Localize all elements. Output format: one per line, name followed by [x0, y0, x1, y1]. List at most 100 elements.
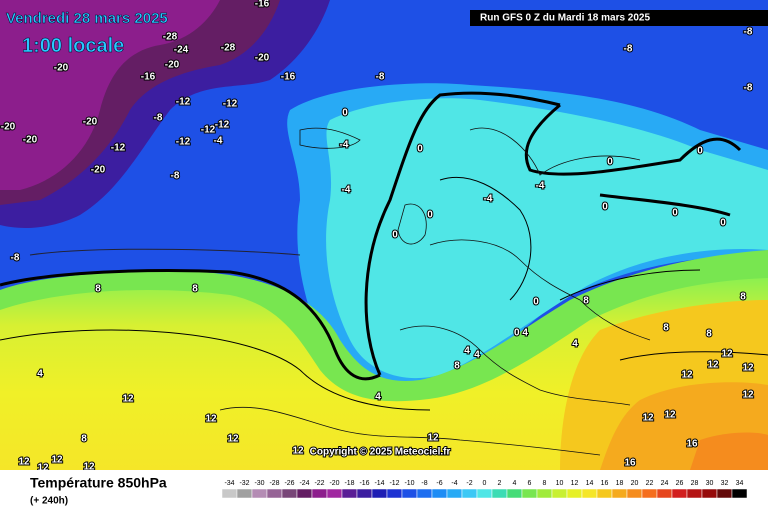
legend-swatch [446, 488, 463, 499]
legend-swatch [401, 488, 418, 499]
contour-label: -28 [163, 32, 178, 43]
coastlines [219, 127, 651, 456]
legend-tick-label: 24 [661, 480, 669, 487]
contour-label: 8 [454, 361, 460, 372]
contour-label: 4 [375, 392, 381, 403]
legend-swatch [266, 488, 283, 499]
legend-tick-label: -24 [299, 480, 309, 487]
legend-swatch [506, 488, 523, 499]
legend-tick-label: 34 [736, 480, 744, 487]
legend-swatch [416, 488, 433, 499]
legend-swatch [476, 488, 493, 499]
contour-label: -12 [111, 143, 126, 154]
contour-label: 12 [227, 434, 239, 445]
contour-label: 0 [533, 297, 539, 308]
contour-label: -20 [23, 135, 38, 146]
map-field [0, 0, 768, 470]
contour-label: -8 [624, 44, 633, 55]
contour-label: 8 [81, 434, 87, 445]
contour-label: -8 [11, 253, 20, 264]
contour-label: 12 [51, 455, 63, 466]
legend-swatch [611, 488, 628, 499]
contour-label: -20 [165, 60, 180, 71]
contour-label: 0 [720, 218, 726, 229]
contour-label: -8 [744, 27, 753, 38]
legend-tick-label: -16 [359, 480, 369, 487]
legend-tick-label: 30 [706, 480, 714, 487]
legend-tick-label: -22 [314, 480, 324, 487]
contour-label: 12 [122, 394, 134, 405]
copyright: Copyright © 2025 Meteociel.fr [310, 447, 451, 458]
legend-tick-label: 2 [498, 480, 502, 487]
contours [0, 91, 768, 411]
legend-tick-label: 12 [571, 480, 579, 487]
contour-label: 0 [342, 108, 348, 119]
contour-label: 0 [607, 157, 613, 168]
contour-label: 0 [672, 208, 678, 219]
legend-tick-label: 22 [646, 480, 654, 487]
legend-tick-label: 26 [676, 480, 684, 487]
run-banner [470, 10, 768, 26]
run-info: Run GFS 0 Z du Mardi 18 mars 2025 [480, 13, 650, 24]
contour-label: -12 [215, 120, 230, 131]
footer-title: Température 850hPa [30, 475, 167, 491]
legend-tick-label: 32 [721, 480, 729, 487]
contour-label: 8 [192, 284, 198, 295]
contour-label: -20 [91, 165, 106, 176]
legend-swatch [536, 488, 553, 499]
legend-swatch [356, 488, 373, 499]
legend-swatch [626, 488, 643, 499]
legend-tick-label: -2 [466, 480, 472, 487]
contour-label: 8 [583, 296, 589, 307]
legend-tick-label: -12 [389, 480, 399, 487]
legend-tick-label: -10 [404, 480, 414, 487]
contour-label: -8 [376, 72, 385, 83]
contour-label: -16 [281, 72, 296, 83]
legend-tick-label: -34 [224, 480, 234, 487]
legend-swatch [461, 488, 478, 499]
contour-label: -4 [340, 140, 349, 151]
contour-label: -20 [1, 122, 16, 133]
contour-label: 12 [427, 433, 439, 444]
legend-swatch [716, 488, 733, 499]
contour-label: 16 [624, 458, 636, 469]
contour-label: 0 [427, 210, 433, 221]
legend-swatch [491, 488, 508, 499]
contour-label: 12 [742, 390, 754, 401]
color-scale: -34 -32 -30 -28 -26 -24 -22 -20 -18 -16 -14 -12 -10-… [221, 480, 748, 499]
legend-tick-label: -6 [436, 480, 442, 487]
contour-label: 12 [205, 414, 217, 425]
legend-swatch [341, 488, 358, 499]
legend-swatch [281, 488, 298, 499]
contour-label: 12 [18, 457, 30, 468]
contour-label: 12 [681, 370, 693, 381]
legend-tick-label: 10 [556, 480, 564, 487]
footer-subtitle: (+ 240h) [30, 496, 68, 507]
legend-swatch [566, 488, 583, 499]
contour-label: 12 [292, 446, 304, 457]
contour-label: 0 [697, 146, 703, 157]
contour-label: -8 [154, 113, 163, 124]
legend-tick-label: -14 [374, 480, 384, 487]
contour-label: 16 [686, 439, 698, 450]
legend-swatch [431, 488, 448, 499]
contour-label: -8 [744, 83, 753, 94]
contour-label: 12 [707, 360, 719, 371]
legend-tick-label: 14 [586, 480, 594, 487]
legend-swatch [221, 488, 238, 499]
contour-label: -8 [171, 171, 180, 182]
legend-tick-label: -4 [451, 480, 457, 487]
contour-label: -20 [255, 53, 270, 64]
legend-tick-label: -30 [254, 480, 264, 487]
contour-label: 0 4 [514, 328, 528, 339]
legend-swatch [701, 488, 718, 499]
contour-label: 4 [37, 369, 43, 380]
contour-label: 4 [474, 350, 480, 361]
legend-swatch [521, 488, 538, 499]
legend-tick-label: -18 [344, 480, 354, 487]
legend-tick-label: 0 [483, 480, 487, 487]
contour-label: -20 [54, 63, 69, 74]
contour-label: -4 [484, 194, 493, 205]
